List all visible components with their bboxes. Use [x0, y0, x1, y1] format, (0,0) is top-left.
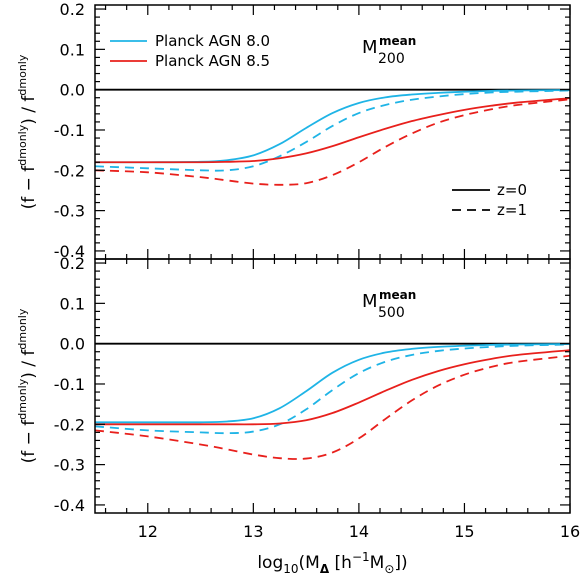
x-axis-title-part: log	[257, 553, 283, 573]
panel-label-sup: mean	[379, 288, 416, 302]
y-axis-title-sup: dmonly	[16, 54, 29, 95]
panel-label-sub: 200	[378, 51, 405, 67]
panel-label-sup: mean	[379, 34, 416, 48]
legend-label: Planck AGN 8.0	[155, 32, 270, 50]
plot-frame	[94, 258, 571, 514]
y-tick-label: 0.0	[60, 81, 85, 100]
y-tick-label: -0.3	[54, 202, 85, 221]
series-line-planck-agn-8-0-z1	[95, 343, 570, 435]
y-axis-title-part: ) / f	[19, 349, 39, 379]
y-tick-label: 0.1	[60, 294, 85, 313]
panel-1: 0.20.10.0-0.1-0.2-0.3-0.4(f − fdmonly) /…	[16, 0, 571, 261]
y-axis-title-sup: dmonly	[16, 124, 29, 165]
x-axis-title-part: [h	[329, 553, 352, 573]
x-tick-label: 14	[349, 522, 369, 541]
series-line-planck-agn-8-0-z0	[95, 343, 570, 424]
legend-label: z=1	[497, 201, 527, 219]
y-tick-label: -0.2	[54, 161, 85, 180]
panel-label: M	[362, 291, 378, 312]
x-axis-title-part: M	[370, 553, 385, 573]
x-tick-label: 12	[138, 522, 158, 541]
y-axis-title: (f − fdmonly) / fdmonly	[16, 54, 39, 209]
x-tick-label: 13	[243, 522, 263, 541]
x-tick-label: 15	[454, 522, 474, 541]
x-axis-title: log10(MΔ [h−1M⊙])	[257, 550, 407, 576]
y-tick-label: -0.3	[54, 456, 85, 475]
y-tick-label: -0.2	[54, 415, 85, 434]
x-axis-title-part: (M	[299, 553, 320, 573]
panel-label-base: M	[362, 37, 378, 58]
x-axis-title-sub: 10	[283, 562, 298, 576]
y-tick-label: -0.4	[54, 242, 85, 261]
legend-label: Planck AGN 8.5	[155, 52, 270, 70]
y-axis-title-sup: dmonly	[16, 308, 29, 349]
y-tick-label: -0.4	[54, 496, 85, 515]
legend-label: z=0	[497, 181, 527, 199]
y-tick-label: 0.2	[60, 254, 85, 273]
series-line-planck-agn-8-5-z1	[95, 354, 570, 460]
series-line-planck-agn-8-5-z1	[95, 98, 570, 186]
y-axis-title-part: (f − f	[19, 165, 39, 210]
panel-label-sub: 500	[378, 305, 405, 321]
y-tick-label: -0.1	[54, 121, 85, 140]
x-axis-title-sub: Δ	[320, 562, 330, 576]
x-axis-title-part: ])	[394, 553, 407, 573]
y-tick-label: 0.1	[60, 40, 85, 59]
x-axis-title-sup: −1	[352, 550, 370, 564]
y-tick-label: 0.0	[60, 335, 85, 354]
series-line-planck-agn-8-0-z1	[95, 89, 570, 172]
panel-2: 0.2 0.1 0.0 -0.1 -0.2 -0.3 -0.4 12 13 14 15 16 log10…	[16, 254, 580, 576]
panel-label-base: M	[362, 291, 378, 312]
x-tick-label: 16	[560, 522, 580, 541]
y-axis-title-sup: dmonly	[16, 378, 29, 419]
series-line-planck-agn-8-5-z0	[95, 97, 570, 164]
x-axis-title-sub: ⊙	[384, 562, 394, 576]
y-axis-title-part: ) / f	[19, 95, 39, 125]
y-tick-label: -0.1	[54, 375, 85, 394]
panel-label: M	[362, 37, 378, 58]
series-line-planck-agn-8-5-z0	[95, 349, 570, 426]
y-tick-label: 0.2	[60, 0, 85, 19]
y-axis-title: (f − fdmonly) / fdmonly	[16, 308, 39, 463]
y-axis-title-part: (f − f	[19, 419, 39, 464]
